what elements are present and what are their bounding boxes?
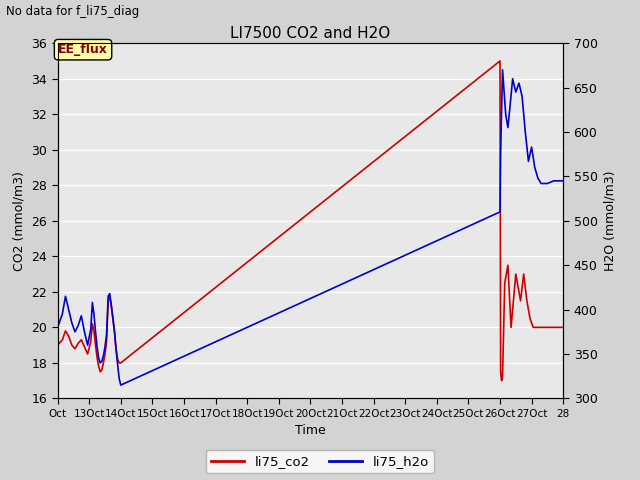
- Text: No data for f_li75_diag: No data for f_li75_diag: [6, 5, 140, 18]
- Legend: li75_co2, li75_h2o: li75_co2, li75_h2o: [205, 450, 435, 473]
- Y-axis label: H2O (mmol/m3): H2O (mmol/m3): [603, 170, 616, 271]
- Y-axis label: CO2 (mmol/m3): CO2 (mmol/m3): [13, 171, 26, 271]
- Text: EE_flux: EE_flux: [58, 43, 108, 56]
- Title: LI7500 CO2 and H2O: LI7500 CO2 and H2O: [230, 25, 390, 41]
- X-axis label: Time: Time: [295, 424, 326, 437]
